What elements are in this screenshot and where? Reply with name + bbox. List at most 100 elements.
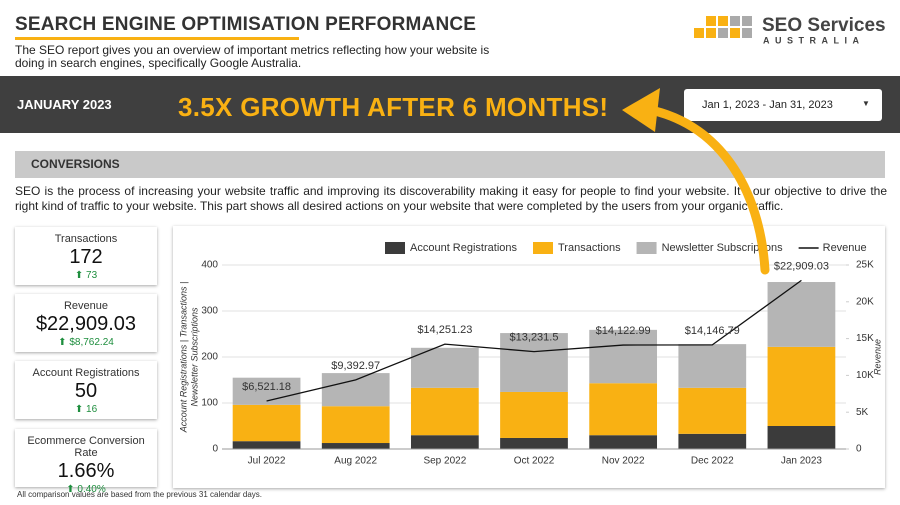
kpi-value: 172	[15, 246, 157, 269]
bar-segment	[589, 383, 658, 436]
y2-tick-label: 0	[856, 444, 862, 455]
y2-tick-label: 10K	[856, 370, 874, 381]
kpi-card: Account Registrations 50 ⬆ 16	[15, 361, 157, 419]
caret: ▼	[862, 99, 870, 108]
bar-segment	[767, 346, 836, 426]
bar-segment	[589, 435, 658, 449]
kpi-label: Account Registrations	[15, 367, 157, 379]
data-label: $9,392.97	[331, 360, 380, 372]
kpi-value-text: 172	[69, 246, 103, 268]
y-tick-label: 100	[201, 398, 218, 409]
legend-swatch	[533, 242, 553, 254]
kpi-card: Revenue $22,909.03 ⬆ $8,762.24	[15, 294, 157, 352]
logo-subtext: AUSTRALIA	[763, 35, 865, 45]
kpi-value: 50	[15, 380, 157, 403]
title-underline	[15, 37, 299, 40]
bar-segment	[500, 437, 568, 449]
bar-segment	[500, 391, 568, 438]
up-icon: ⬆	[66, 484, 78, 495]
y2-tick-label: 20K	[856, 296, 874, 307]
bar-segment	[500, 333, 568, 392]
bar-segment	[321, 373, 390, 407]
title: SEARCH ENGINE OPTIMISATION PERFORMANCE	[15, 14, 477, 35]
y-axis-title: Newsletter Subscriptions	[189, 307, 199, 407]
kpi-label-text: Revenue	[63, 300, 109, 312]
legend-label: Revenue	[823, 242, 867, 254]
bar-segment	[767, 282, 836, 347]
kpi-value: 1.66%	[15, 460, 157, 483]
kpi-value-text: $22,909.03	[35, 313, 137, 335]
kpi-change: ⬆ 16	[15, 404, 157, 415]
bar-segment	[678, 433, 747, 449]
data-label: $14,251.23	[417, 324, 472, 336]
y2-axis-title: Revenue	[872, 339, 882, 375]
kpi-label-text: Ecommerce Conversion Rate	[27, 435, 145, 459]
kpi-change-text: 73	[86, 270, 98, 281]
x-tick-label: Jan 2023	[781, 456, 823, 467]
y2-tick-label: 5K	[856, 407, 869, 418]
data-label: $14,122.99	[596, 325, 651, 337]
kpi-change: ⬆ 0.40%	[15, 484, 157, 495]
kpi-label: Ecommerce Conversion Rate	[15, 435, 157, 459]
legend-label: Newsletter Subscriptions	[662, 242, 784, 254]
legend-swatch	[636, 242, 657, 254]
x-tick-label: Jul 2022	[248, 456, 286, 467]
y2-tick-label: 25K	[856, 260, 874, 271]
kpi-value-text: 50	[74, 380, 98, 402]
logo: SEO Services AUSTRALIA	[694, 15, 886, 45]
kpi-value-text: 1.66%	[57, 460, 115, 482]
headline: 3.5X GROWTH AFTER 6 MONTHS!	[178, 92, 609, 122]
x-tick-label: Nov 2022	[602, 456, 645, 467]
data-label: $14,146.79	[685, 325, 740, 337]
month: JANUARY 2023	[17, 97, 112, 112]
kpi-value: $22,909.03	[15, 313, 157, 336]
bar-segment	[410, 435, 479, 449]
data-label: $22,909.03	[774, 260, 829, 272]
footnote: All comparison values are based from the…	[17, 490, 263, 499]
kpi-label: Revenue	[15, 300, 157, 312]
kpi-card: Ecommerce Conversion Rate 1.66% ⬆ 0.40%	[15, 429, 157, 495]
logo-text: SEO Services	[762, 15, 886, 36]
up-icon: ⬆	[58, 337, 70, 348]
y-tick-label: 200	[201, 352, 218, 363]
data-label: $13,231.5	[510, 332, 559, 344]
bar-segment	[678, 387, 747, 434]
revenue-line	[266, 279, 802, 402]
y2-tick-label: 15K	[856, 333, 874, 344]
legend-label: Transactions	[558, 242, 621, 254]
kpi-change: ⬆ $8,762.24	[15, 337, 157, 348]
up-icon: ⬆	[74, 404, 87, 415]
bar-segment	[321, 443, 390, 449]
subtitle: The SEO report gives you an overview of …	[15, 43, 490, 70]
y-tick-label: 300	[201, 306, 218, 317]
kpi-card: Transactions 172 ⬆ 73	[15, 227, 157, 285]
bar-segment	[232, 377, 301, 405]
data-label: $6,521.18	[242, 381, 291, 393]
y-tick-label: 400	[201, 260, 218, 271]
y-tick-label: 0	[212, 444, 218, 455]
legend-label: Account Registrations	[410, 242, 517, 254]
bar-segment	[410, 387, 479, 436]
legend-swatch	[385, 242, 405, 254]
x-tick-label: Sep 2022	[423, 456, 466, 467]
bar-segment	[232, 441, 301, 449]
up-icon: ⬆	[74, 270, 87, 281]
kpi-label-text: Account Registrations	[32, 367, 140, 379]
x-tick-label: Oct 2022	[514, 456, 555, 467]
kpi-change: ⬆ 73	[15, 270, 157, 281]
kpi-label-text: Transactions	[54, 233, 118, 245]
bar-segment	[767, 426, 836, 449]
bar-segment	[589, 329, 658, 384]
y-axis-title: Account Registrations | Transactions |	[178, 282, 188, 434]
x-tick-label: Aug 2022	[334, 456, 377, 467]
bar-segment	[678, 344, 747, 388]
x-tick-label: Dec 2022	[691, 456, 734, 467]
kpi-change-text: 0.40%	[77, 484, 106, 495]
kpi-change-text: 16	[86, 404, 98, 415]
bar-segment	[232, 404, 301, 442]
bar-segment	[410, 347, 479, 388]
bar-segment	[321, 406, 390, 444]
kpi-label: Transactions	[15, 233, 157, 245]
kpi-change-text: $8,762.24	[69, 337, 114, 348]
